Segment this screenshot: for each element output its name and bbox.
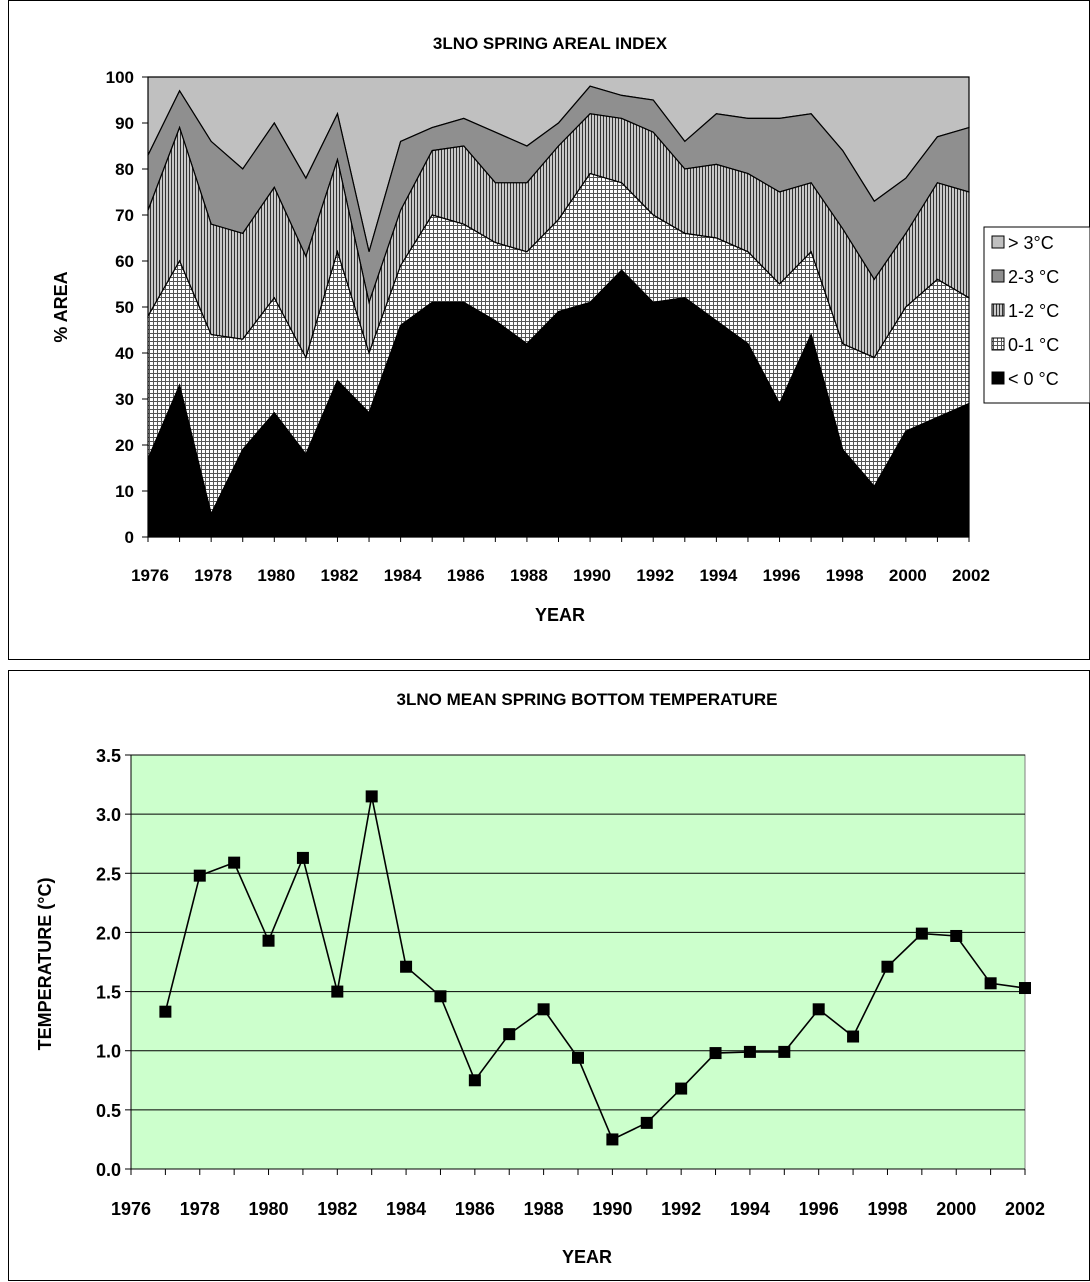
series-line xyxy=(164,796,1026,1141)
x-tick-label: 1992 xyxy=(636,566,674,585)
y-tick-label: 20 xyxy=(115,436,134,455)
x-tick-label: 2000 xyxy=(936,1199,976,1219)
y-tick-label: 0 xyxy=(125,528,134,547)
data-point-marker xyxy=(984,977,997,990)
y-tick-label: 100 xyxy=(106,68,134,87)
data-point-marker xyxy=(159,1005,172,1018)
plot-area xyxy=(130,754,1026,1170)
x-tick-label: 1978 xyxy=(180,1199,220,1219)
x-tick-label: 2002 xyxy=(1005,1199,1045,1219)
x-tick-label: 1982 xyxy=(317,1199,357,1219)
x-tick-label: 1988 xyxy=(524,1199,564,1219)
x-tick-label: 1984 xyxy=(384,566,422,585)
data-point-marker xyxy=(296,851,309,864)
x-tick-label: 1978 xyxy=(194,566,232,585)
x-axis-label: YEAR xyxy=(562,1247,612,1267)
data-point-marker xyxy=(1019,982,1031,995)
legend-label: 2-3 °C xyxy=(1008,267,1059,287)
data-point-marker xyxy=(881,960,894,973)
x-tick-label: 1994 xyxy=(730,1199,770,1219)
y-tick-label: 30 xyxy=(115,390,134,409)
data-point-marker xyxy=(262,934,275,947)
y-tick-label: 1.5 xyxy=(96,983,121,1003)
y-tick-label: 80 xyxy=(115,160,134,179)
data-point-marker xyxy=(606,1133,619,1146)
y-tick-label: 1.0 xyxy=(96,1042,121,1062)
y-tick-label: 50 xyxy=(115,298,134,317)
chart-title: 3LNO MEAN SPRING BOTTOM TEMPERATURE xyxy=(397,690,778,709)
x-tick-label: 1996 xyxy=(799,1199,839,1219)
y-tick-label: 2.5 xyxy=(96,864,121,884)
data-point-marker xyxy=(812,1003,825,1016)
data-point-marker xyxy=(572,1051,584,1064)
legend-swatch xyxy=(991,337,1005,351)
x-tick-label: 1982 xyxy=(321,566,359,585)
data-point-marker xyxy=(743,1045,756,1058)
x-tick-label: 1988 xyxy=(510,566,548,585)
bottom-temperature-chart-panel: 3LNO MEAN SPRING BOTTOM TEMPERATURE 0.0 0.… xyxy=(8,670,1090,1281)
x-tick-label: 1996 xyxy=(763,566,801,585)
data-point-marker xyxy=(778,1045,791,1058)
data-point-marker xyxy=(915,927,928,940)
y-tick-label: 90 xyxy=(115,114,134,133)
x-tick-label: 1998 xyxy=(867,1199,907,1219)
bottom-temperature-chart: 3LNO MEAN SPRING BOTTOM TEMPERATURE 0.0 0.… xyxy=(35,690,1045,1267)
y-tick-label: 40 xyxy=(115,344,134,363)
chart-title: 3LNO SPRING AREAL INDEX xyxy=(433,34,668,53)
legend-label: < 0 °C xyxy=(1008,369,1059,389)
data-point-marker xyxy=(228,856,241,869)
y-tick-label: 0.0 xyxy=(96,1160,121,1180)
data-point-marker xyxy=(847,1030,860,1043)
legend-swatch xyxy=(991,269,1005,283)
data-point-marker xyxy=(640,1116,653,1129)
data-point-marker xyxy=(400,960,413,973)
x-tick-label: 1984 xyxy=(386,1199,426,1219)
data-point-marker xyxy=(193,869,206,882)
x-tick-label: 1980 xyxy=(249,1199,289,1219)
y-tick-label: 60 xyxy=(115,252,134,271)
data-point-marker xyxy=(331,985,344,998)
legend-swatch xyxy=(991,235,1005,249)
data-point-marker xyxy=(709,1047,722,1060)
data-point-marker xyxy=(468,1074,481,1087)
legend-swatch xyxy=(991,303,1005,317)
x-tick-label: 1990 xyxy=(573,566,611,585)
x-tick-label: 1994 xyxy=(699,566,737,585)
x-tick-label: 1986 xyxy=(447,566,485,585)
x-tick-label: 1998 xyxy=(826,566,864,585)
x-tick-label: 2002 xyxy=(952,566,990,585)
data-point-marker xyxy=(675,1082,688,1095)
legend-swatch xyxy=(991,371,1005,385)
y-tick-label: 0.5 xyxy=(96,1101,121,1121)
data-point-marker xyxy=(365,790,378,803)
x-tick-label: 1990 xyxy=(592,1199,632,1219)
y-tick-label: 3.5 xyxy=(96,746,121,766)
y-tick-label: 3.0 xyxy=(96,805,121,825)
legend-label: 1-2 °C xyxy=(1008,301,1059,321)
data-point-marker xyxy=(537,1003,550,1016)
x-axis-label: YEAR xyxy=(535,605,585,625)
x-tick-label: 1976 xyxy=(111,1199,151,1219)
x-tick-label: 1986 xyxy=(455,1199,495,1219)
y-axis-label: TEMPERATURE (°C) xyxy=(35,878,55,1051)
x-tick-label: 1992 xyxy=(661,1199,701,1219)
x-tick-label: 2000 xyxy=(889,566,927,585)
y-tick-label: 70 xyxy=(115,206,134,225)
data-point-marker xyxy=(503,1028,516,1041)
legend-label: 0-1 °C xyxy=(1008,335,1059,355)
y-tick-label: 2.0 xyxy=(96,923,121,943)
data-point-marker xyxy=(950,929,963,942)
y-axis-label: % AREA xyxy=(51,271,71,342)
y-tick-label: 10 xyxy=(115,482,134,501)
areal-index-chart: 3LNO SPRING AREAL INDEX 0 10 20 30 40 50 60 70 80… xyxy=(51,34,1090,625)
legend: > 3°C 2-3 °C 1-2 °C 0-1 °C < 0 °C xyxy=(983,226,1090,404)
areal-index-chart-panel: 3LNO SPRING AREAL INDEX 0 10 20 30 40 50 60 70 80… xyxy=(8,0,1090,660)
x-tick-label: 1980 xyxy=(257,566,295,585)
legend-label: > 3°C xyxy=(1008,233,1054,253)
data-point-marker xyxy=(434,990,447,1003)
x-tick-label: 1976 xyxy=(131,566,169,585)
